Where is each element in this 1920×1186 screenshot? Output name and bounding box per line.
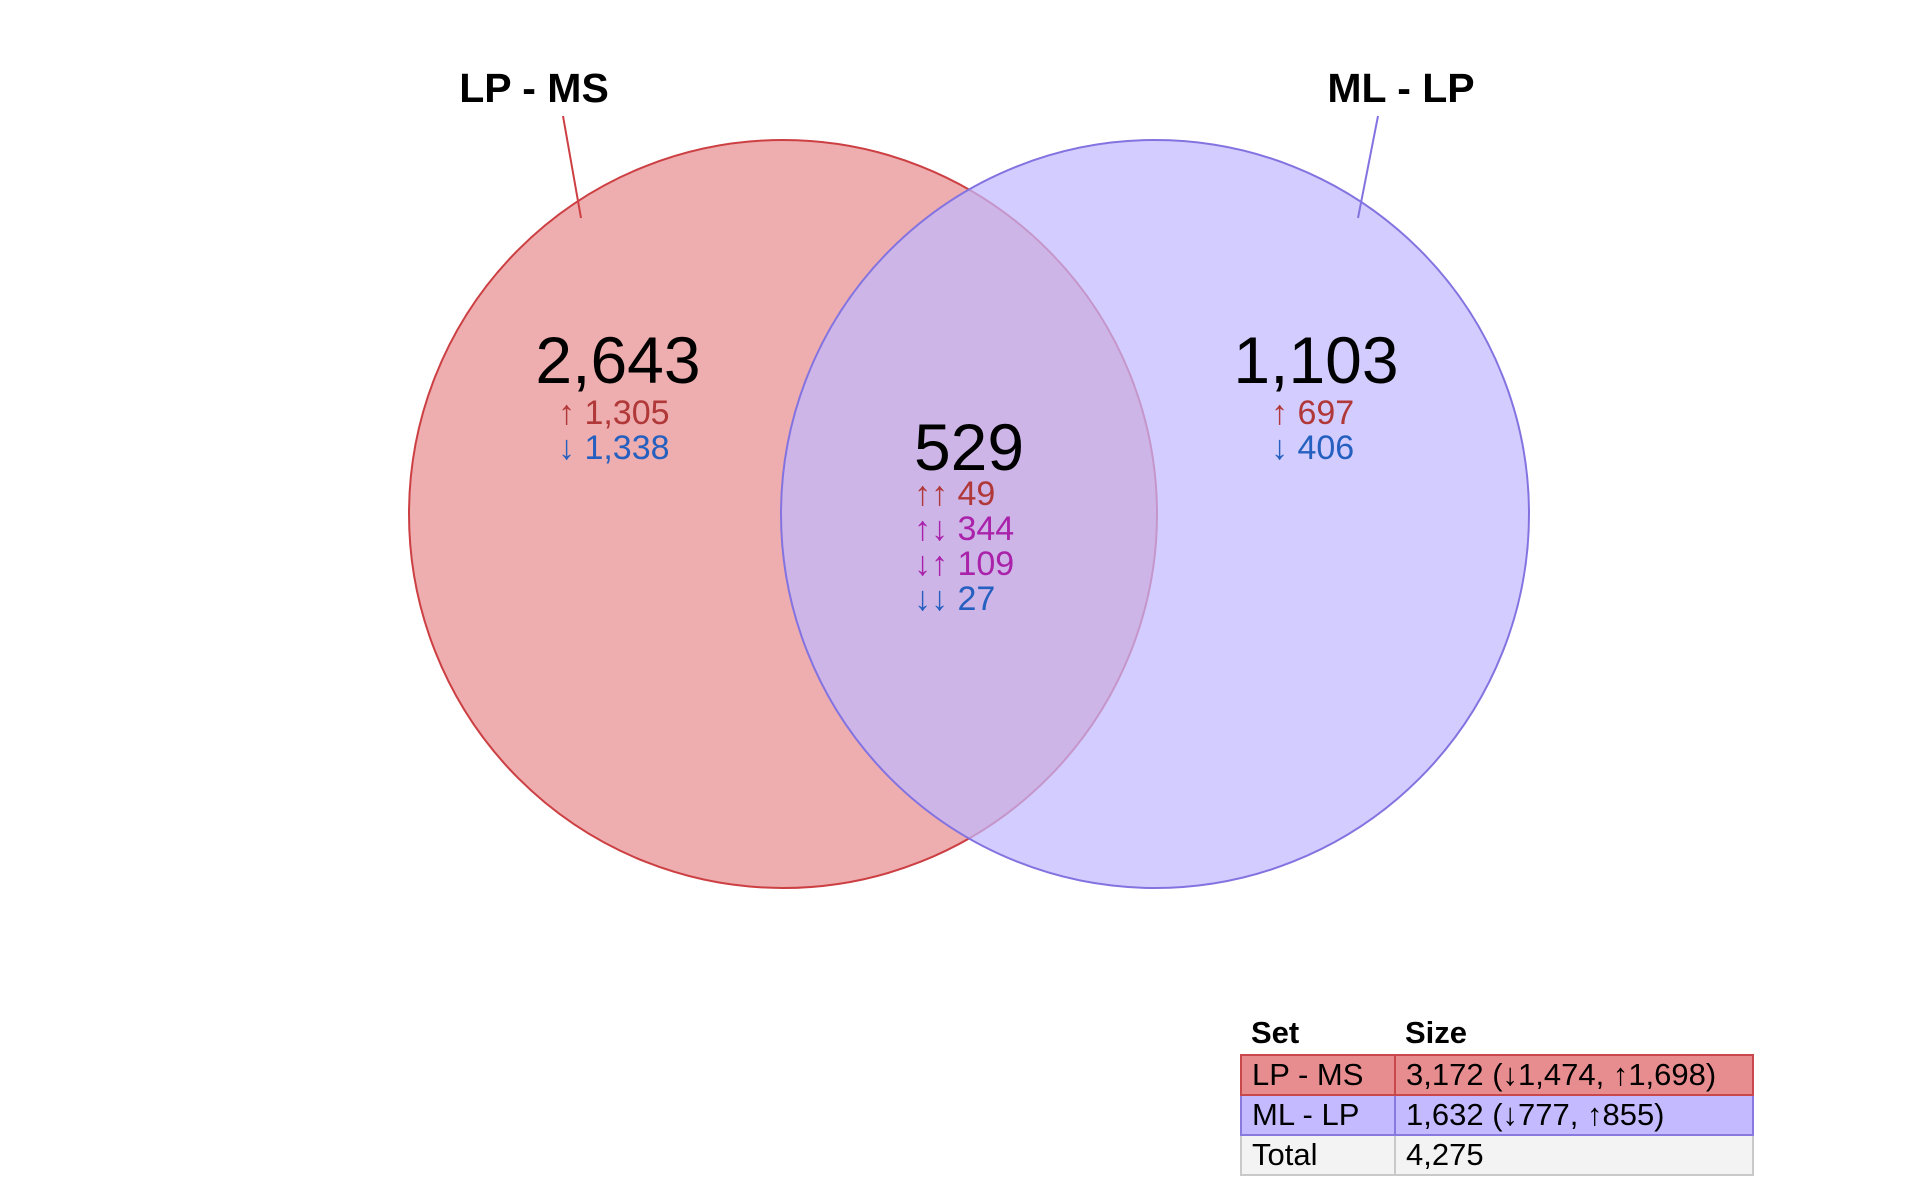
table-cell-size: 3,172 (↓1,474, ↑1,698) [1394, 1054, 1754, 1096]
set-size-table: Set Size LP - MS 3,172 (↓1,474, ↑1,698) … [1240, 1012, 1754, 1176]
table-cell-size: 1,632 (↓777, ↑855) [1394, 1094, 1754, 1136]
region-lp-ms-only-total: 2,643 [535, 323, 700, 397]
region-lp-ms-only-down: ↓ 1,338 [558, 429, 670, 467]
region-overlap-down-up: ↓↑ 109 [914, 545, 1014, 583]
table-cell-set: ML - LP [1240, 1094, 1396, 1136]
table-header-row: Set Size [1241, 1012, 1753, 1055]
table-cell-set: LP - MS [1240, 1054, 1396, 1096]
region-lp-ms-only-up: ↑ 1,305 [558, 394, 670, 432]
table-row: LP - MS 3,172 (↓1,474, ↑1,698) [1240, 1054, 1754, 1096]
region-ml-lp-only-down: ↓ 406 [1271, 429, 1354, 467]
set-label-lp-ms: LP - MS [459, 65, 609, 111]
table-header-set: Set [1251, 1015, 1300, 1050]
region-ml-lp-only-total: 1,103 [1233, 323, 1398, 397]
table-cell-size: 4,275 [1394, 1134, 1754, 1176]
region-overlap-up-down: ↑↓ 344 [914, 510, 1014, 548]
table-row: ML - LP 1,632 (↓777, ↑855) [1240, 1094, 1754, 1136]
leader-line-ml-lp [1357, 115, 1379, 219]
set-circle-ml-lp [780, 139, 1530, 889]
region-overlap-total: 529 [914, 410, 1024, 484]
region-overlap-up-up: ↑↑ 49 [914, 475, 995, 513]
leader-line-lp-ms [562, 115, 582, 219]
set-label-ml-lp: ML - LP [1327, 65, 1474, 111]
region-ml-lp-only-up: ↑ 697 [1271, 394, 1354, 432]
region-overlap-down-down: ↓↓ 27 [914, 580, 995, 618]
table-cell-set: Total [1240, 1134, 1396, 1176]
table-row: Total 4,275 [1240, 1134, 1754, 1176]
table-header-size: Size [1405, 1015, 1468, 1050]
